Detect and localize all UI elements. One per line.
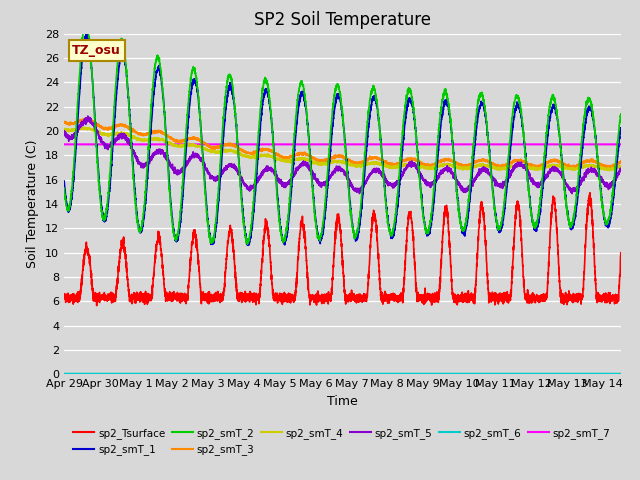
sp2_smT_3 <box>460 162 467 168</box>
sp2_smT_2 <box>617 111 625 117</box>
sp2_smT_6 <box>459 371 467 377</box>
sp2_smT_5 <box>84 113 92 119</box>
sp2_smT_4 <box>568 167 576 172</box>
sp2_smT_6 <box>568 371 576 377</box>
sp2_smT_5 <box>617 166 625 172</box>
Legend: sp2_Tsurface, sp2_smT_1, sp2_smT_2, sp2_smT_3, sp2_smT_4, sp2_smT_5, sp2_smT_6, : sp2_Tsurface, sp2_smT_1, sp2_smT_2, sp2_… <box>69 424 615 459</box>
sp2_smT_4 <box>81 124 88 130</box>
sp2_smT_3 <box>207 144 215 150</box>
sp2_smT_2 <box>82 18 90 24</box>
sp2_smT_5 <box>568 187 576 192</box>
Line: sp2_smT_3: sp2_smT_3 <box>64 119 621 168</box>
sp2_smT_7 <box>60 142 68 147</box>
sp2_smT_3 <box>102 126 110 132</box>
sp2_smT_7 <box>228 142 236 147</box>
sp2_smT_6 <box>207 371 215 377</box>
sp2_smT_5 <box>60 132 68 138</box>
Title: SP2 Soil Temperature: SP2 Soil Temperature <box>254 11 431 29</box>
sp2_smT_7 <box>517 142 525 147</box>
sp2_smT_7 <box>568 142 576 147</box>
sp2_smT_1 <box>518 115 525 120</box>
sp2_smT_4 <box>617 164 625 169</box>
sp2_smT_5 <box>517 160 525 166</box>
Line: sp2_smT_2: sp2_smT_2 <box>64 21 621 244</box>
sp2_smT_4 <box>460 165 467 170</box>
sp2_smT_6 <box>60 371 68 377</box>
sp2_Tsurface <box>460 294 467 300</box>
sp2_smT_4 <box>60 127 68 133</box>
sp2_smT_1 <box>617 125 625 131</box>
sp2_smT_3 <box>517 158 525 164</box>
sp2_smT_2 <box>228 76 236 82</box>
sp2_smT_2 <box>60 185 68 191</box>
sp2_smT_2 <box>518 109 525 115</box>
sp2_smT_5 <box>228 164 236 169</box>
sp2_smT_7 <box>102 142 110 147</box>
sp2_smT_2 <box>102 211 110 216</box>
sp2_smT_1 <box>102 214 110 220</box>
Text: TZ_osu: TZ_osu <box>72 44 121 57</box>
sp2_smT_7 <box>617 142 625 147</box>
sp2_Tsurface <box>568 296 576 302</box>
sp2_smT_7 <box>459 142 467 147</box>
sp2_smT_6 <box>102 371 110 377</box>
sp2_smT_4 <box>517 163 525 168</box>
sp2_smT_2 <box>460 226 467 232</box>
sp2_Tsurface <box>207 293 215 299</box>
Line: sp2_smT_1: sp2_smT_1 <box>64 33 621 245</box>
sp2_smT_2 <box>244 241 252 247</box>
sp2_Tsurface <box>93 303 100 309</box>
sp2_Tsurface <box>517 238 525 243</box>
sp2_smT_1 <box>460 228 467 234</box>
sp2_smT_3 <box>604 166 611 171</box>
sp2_smT_6 <box>617 371 625 377</box>
sp2_smT_5 <box>207 175 215 180</box>
sp2_smT_2 <box>568 221 576 227</box>
sp2_smT_1 <box>60 178 68 184</box>
sp2_smT_4 <box>228 148 236 154</box>
sp2_smT_6 <box>517 371 525 377</box>
sp2_smT_6 <box>228 371 236 377</box>
sp2_smT_3 <box>568 164 576 170</box>
sp2_smT_7 <box>207 142 215 147</box>
sp2_smT_3 <box>60 119 68 124</box>
Y-axis label: Soil Temperature (C): Soil Temperature (C) <box>26 140 39 268</box>
sp2_smT_1 <box>83 30 90 36</box>
sp2_smT_4 <box>207 148 215 154</box>
sp2_Tsurface <box>60 294 68 300</box>
sp2_smT_1 <box>228 83 236 88</box>
sp2_smT_5 <box>568 191 576 196</box>
sp2_smT_5 <box>460 188 467 194</box>
sp2_Tsurface <box>228 228 236 233</box>
X-axis label: Time: Time <box>327 395 358 408</box>
Line: sp2_smT_4: sp2_smT_4 <box>64 127 621 171</box>
Line: sp2_smT_5: sp2_smT_5 <box>64 116 621 193</box>
sp2_smT_1 <box>568 224 576 229</box>
sp2_Tsurface <box>102 296 110 302</box>
Line: sp2_Tsurface: sp2_Tsurface <box>64 193 621 306</box>
sp2_Tsurface <box>617 250 625 256</box>
sp2_smT_1 <box>207 240 215 246</box>
sp2_smT_4 <box>102 132 110 138</box>
sp2_smT_5 <box>102 144 110 150</box>
sp2_smT_3 <box>79 116 87 121</box>
sp2_smT_3 <box>228 142 236 147</box>
sp2_Tsurface <box>586 190 594 196</box>
sp2_smT_3 <box>617 158 625 164</box>
sp2_smT_1 <box>244 242 252 248</box>
sp2_smT_4 <box>605 168 613 174</box>
sp2_smT_2 <box>207 240 215 246</box>
